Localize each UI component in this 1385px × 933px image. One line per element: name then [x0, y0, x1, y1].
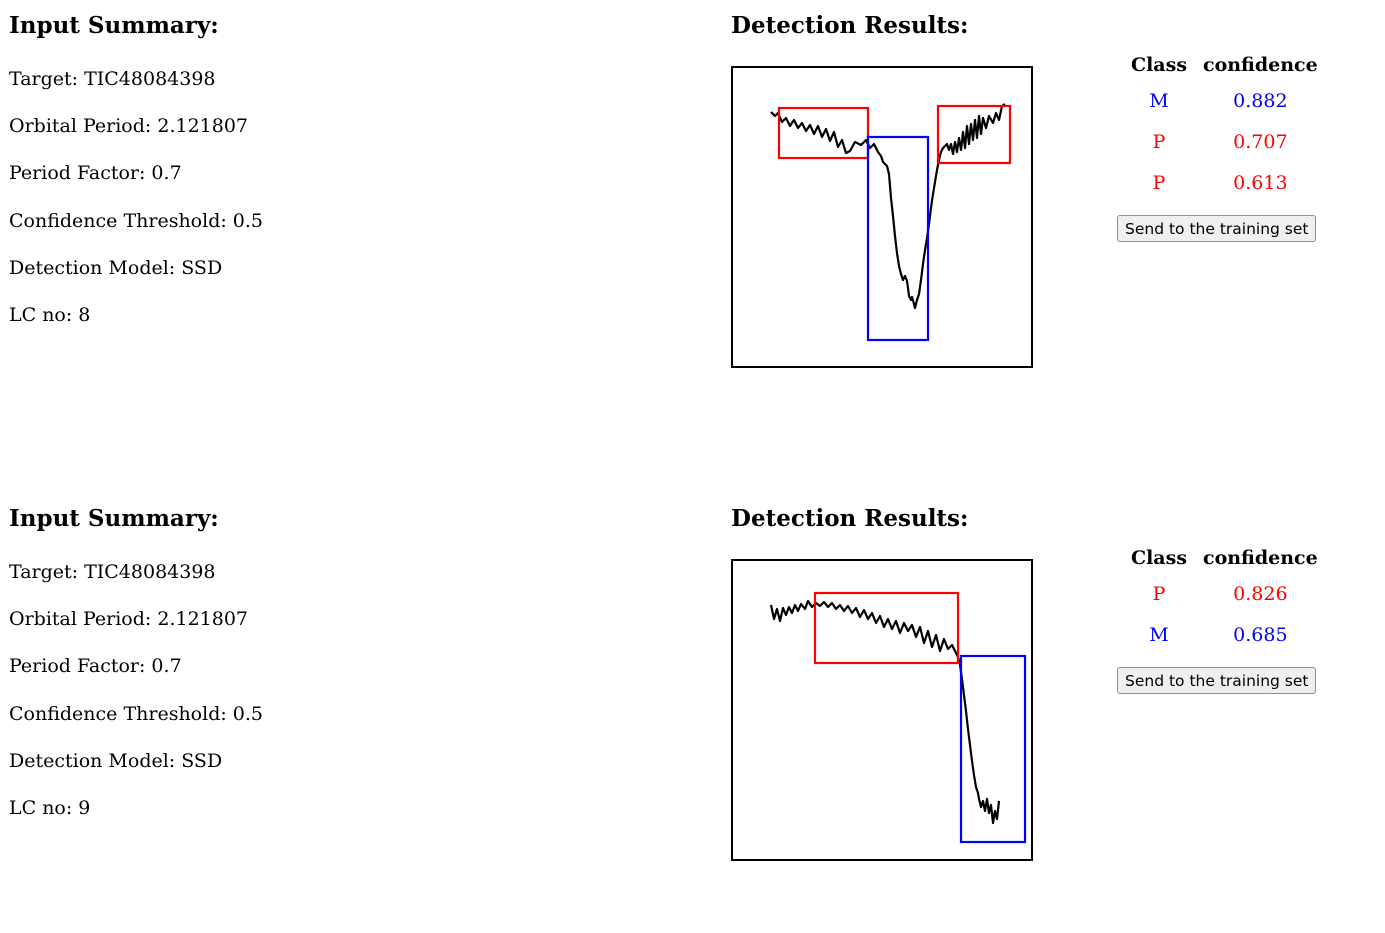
- confidence-threshold-text: Confidence Threshold: 0.5: [9, 209, 264, 232]
- class-cell: P: [1152, 171, 1166, 194]
- input-summary-list: Target: TIC48084398 Orbital Period: 2.12…: [9, 559, 263, 842]
- detection-box-p-right: [936, 104, 1012, 165]
- table-header-row: Class confidence: [1121, 50, 1324, 80]
- detection-block: Input Summary: Target: TIC48084398 Orbit…: [0, 0, 1385, 440]
- table-header-row: Class confidence: [1121, 543, 1324, 573]
- confidence-cell: 0.707: [1233, 130, 1288, 153]
- orbital-period-text: Orbital Period: 2.121807: [9, 115, 249, 138]
- class-cell: M: [1149, 623, 1169, 646]
- detection-results-title: Detection Results:: [731, 505, 969, 532]
- light-curve-line: [769, 599, 1001, 825]
- light-curve-plot: [731, 66, 1033, 368]
- class-header: Class: [1130, 54, 1188, 76]
- table-row: P 0.707: [1121, 121, 1324, 162]
- target-text: Target: TIC48084398: [9, 68, 216, 90]
- lc-no-text: LC no: 9: [9, 796, 91, 819]
- confidence-cell: 0.685: [1233, 623, 1288, 646]
- light-curve-plot: [731, 559, 1033, 861]
- send-to-training-set-button[interactable]: Send to the training set: [1117, 215, 1317, 242]
- input-summary-title: Input Summary:: [9, 12, 219, 39]
- detection-block: Input Summary: Target: TIC48084398 Orbit…: [0, 493, 1385, 933]
- detection-box-m: [959, 654, 1027, 844]
- detection-model-text: Detection Model: SSD: [9, 749, 223, 772]
- class-cell: M: [1149, 89, 1169, 112]
- detection-box-p-left: [777, 106, 870, 160]
- detection-model-text: Detection Model: SSD: [9, 256, 223, 279]
- light-curve-image: [770, 103, 1012, 342]
- detection-results-table: Class confidence P 0.826 M 0.685: [1121, 543, 1324, 655]
- confidence-threshold-text: Confidence Threshold: 0.5: [9, 702, 264, 725]
- confidence-header: confidence: [1203, 547, 1318, 569]
- detection-results-table: Class confidence M 0.882 P 0.707 P 0.613: [1121, 50, 1324, 203]
- confidence-cell: 0.613: [1233, 171, 1288, 194]
- confidence-cell: 0.826: [1233, 582, 1288, 605]
- input-summary-title: Input Summary:: [9, 505, 219, 532]
- lc-no-text: LC no: 8: [9, 303, 91, 326]
- light-curve-image: [769, 591, 1027, 844]
- table-row: M 0.882: [1121, 80, 1324, 121]
- confidence-cell: 0.882: [1233, 89, 1288, 112]
- table-row: M 0.685: [1121, 614, 1324, 655]
- class-cell: P: [1152, 130, 1166, 153]
- target-text: Target: TIC48084398: [9, 561, 216, 583]
- period-factor-text: Period Factor: 0.7: [9, 162, 182, 185]
- period-factor-text: Period Factor: 0.7: [9, 655, 182, 678]
- detection-box-m: [866, 135, 930, 342]
- input-summary-list: Target: TIC48084398 Orbital Period: 2.12…: [9, 66, 263, 349]
- detection-box-p: [813, 591, 960, 665]
- orbital-period-text: Orbital Period: 2.121807: [9, 608, 249, 631]
- light-curve-line: [770, 103, 1006, 310]
- table-row: P 0.613: [1121, 162, 1324, 203]
- class-cell: P: [1152, 582, 1166, 605]
- confidence-header: confidence: [1203, 54, 1318, 76]
- detection-results-title: Detection Results:: [731, 12, 969, 39]
- class-header: Class: [1130, 547, 1188, 569]
- send-to-training-set-button[interactable]: Send to the training set: [1117, 667, 1317, 694]
- table-row: P 0.826: [1121, 573, 1324, 614]
